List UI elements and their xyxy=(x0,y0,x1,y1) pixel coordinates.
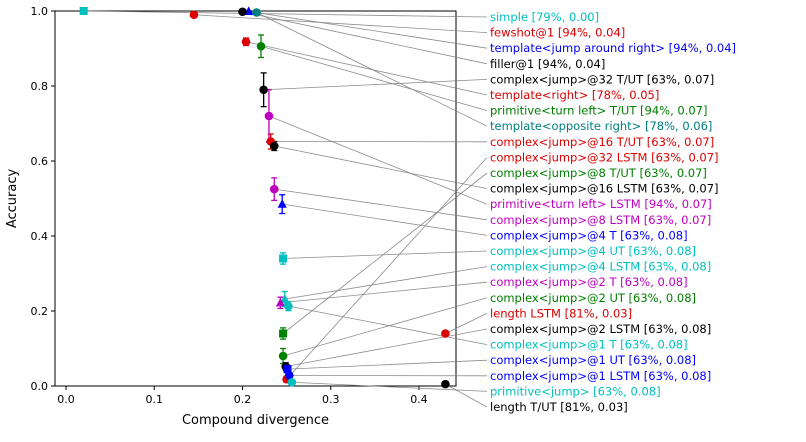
legend-entry: length LSTM [81%, 0.03] xyxy=(490,306,632,320)
y-axis-label: Accuracy xyxy=(5,169,20,229)
legend-entry: simple [79%, 0.00] xyxy=(490,10,599,24)
legend-entry: primitive<turn left> LSTM [94%, 0.07] xyxy=(490,197,712,211)
y-tick-label: 0.8 xyxy=(31,80,49,93)
legend-entry: complex<jump>@1 UT [63%, 0.08] xyxy=(490,353,696,367)
legend-entry: complex<jump>@2 T [63%, 0.08] xyxy=(490,275,688,289)
legend-entry: complex<jump>@32 T/UT [63%, 0.07] xyxy=(490,72,714,86)
legend-entry: primitive<jump> [63%, 0.08] xyxy=(490,384,661,398)
legend-entry: template<opposite right> [78%, 0.06] xyxy=(490,119,712,133)
data-point xyxy=(279,352,288,361)
legend-entry: complex<jump>@4 UT [63%, 0.08] xyxy=(490,244,696,258)
y-tick-label: 1.0 xyxy=(31,5,49,18)
legend-entry: complex<jump>@32 LSTM [63%, 0.07] xyxy=(490,150,719,164)
legend-entry: length T/UT [81%, 0.03] xyxy=(490,400,628,414)
x-tick-label: 0.2 xyxy=(234,393,252,406)
legend-entry: complex<jump>@2 LSTM [63%, 0.08] xyxy=(490,322,711,336)
data-point xyxy=(190,10,199,19)
leader-line xyxy=(445,384,487,407)
data-point xyxy=(80,7,88,15)
y-tick-label: 0.2 xyxy=(31,305,49,318)
data-point xyxy=(441,380,450,389)
data-point xyxy=(252,8,261,17)
y-tick-label: 0.0 xyxy=(31,380,49,393)
x-tick-label: 0.1 xyxy=(146,393,164,406)
legend-entry: complex<jump>@4 T [63%, 0.08] xyxy=(490,228,688,242)
data-point xyxy=(259,85,268,94)
y-tick-label: 0.6 xyxy=(31,155,49,168)
data-point xyxy=(238,7,247,16)
legend-entry: complex<jump>@16 LSTM [63%, 0.07] xyxy=(490,182,719,196)
data-point xyxy=(441,329,450,338)
legend-entry: template<right> [78%, 0.05] xyxy=(490,88,659,102)
y-tick-label: 0.4 xyxy=(31,230,49,243)
data-point xyxy=(242,37,251,46)
legend-entry: filler@1 [94%, 0.04] xyxy=(490,57,605,71)
x-axis-label: Compound divergence xyxy=(182,413,329,428)
data-point xyxy=(284,302,293,311)
legend-entry: complex<jump>@2 UT [63%, 0.08] xyxy=(490,291,696,305)
legend-entry: complex<jump>@1 T [63%, 0.08] xyxy=(490,338,688,352)
legend-entry: complex<jump>@1 LSTM [63%, 0.08] xyxy=(490,369,711,383)
legend-entry: template<jump around right> [94%, 0.04] xyxy=(490,41,736,55)
data-point xyxy=(270,142,279,151)
plot-area xyxy=(55,11,456,386)
x-tick-label: 0.0 xyxy=(57,393,75,406)
data-point xyxy=(265,112,274,121)
legend-entry: primitive<turn left> T/UT [94%, 0.07] xyxy=(490,104,707,118)
legend-entry: fewshot@1 [94%, 0.04] xyxy=(490,26,625,40)
x-tick-label: 0.4 xyxy=(410,393,428,406)
legend-entry: complex<jump>@8 LSTM [63%, 0.07] xyxy=(490,213,711,227)
data-point xyxy=(257,42,266,51)
data-point xyxy=(270,185,279,194)
legend-entry: complex<jump>@4 LSTM [63%, 0.08] xyxy=(490,260,711,274)
data-point xyxy=(279,330,287,338)
data-point xyxy=(279,255,287,263)
x-tick-label: 0.3 xyxy=(322,393,340,406)
legend-entry: complex<jump>@8 T/UT [63%, 0.07] xyxy=(490,166,707,180)
data-point xyxy=(288,378,297,387)
legend-entry: complex<jump>@16 T/UT [63%, 0.07] xyxy=(490,135,714,149)
